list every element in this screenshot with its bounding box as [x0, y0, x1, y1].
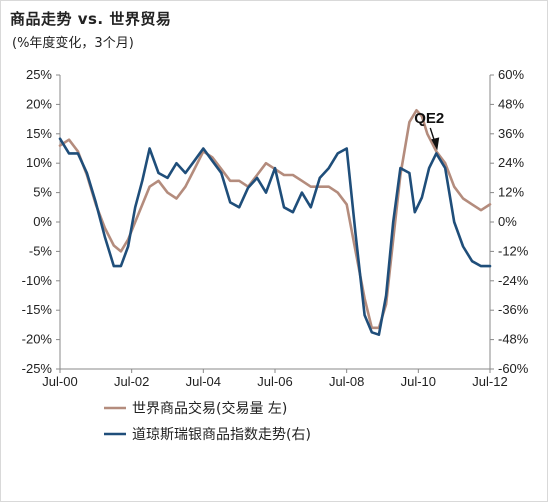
left-tick-label: 0%	[33, 214, 52, 229]
left-tick-label: -20%	[22, 332, 53, 347]
x-tick-label: Jul-10	[401, 374, 436, 389]
series-line-world-trade	[58, 109, 492, 330]
left-tick-label: -15%	[22, 302, 53, 317]
left-tick-label: -25%	[22, 361, 53, 376]
right-tick-label: -60%	[498, 361, 529, 376]
legend-label-dj-ubs: 道琼斯瑞银商品指数走势(右)	[132, 427, 311, 443]
right-tick-label: -24%	[498, 273, 529, 288]
annotation-layer: QE2	[414, 110, 444, 151]
qe2-arrow-head	[431, 137, 440, 151]
right-tick-label: -36%	[498, 302, 529, 317]
left-tick-label: -10%	[22, 273, 53, 288]
left-tick-label: 15%	[26, 126, 52, 141]
right-tick-label: 24%	[498, 155, 524, 170]
left-tick-label: 10%	[26, 155, 52, 170]
left-tick-label: -5%	[29, 243, 53, 258]
x-tick-label: Jul-08	[329, 374, 364, 389]
x-tick-label: Jul-00	[42, 374, 77, 389]
qe2-annotation-label: QE2	[414, 110, 444, 127]
left-tick-label: 25%	[26, 67, 52, 82]
right-tick-label: 48%	[498, 96, 524, 111]
x-tick-label: Jul-06	[257, 374, 292, 389]
chart-title: 商品走势 vs. 世界贸易	[10, 10, 172, 28]
right-tick-label: -48%	[498, 332, 529, 347]
left-tick-label: 5%	[33, 185, 52, 200]
series-layer	[58, 109, 492, 336]
right-tick-label: 0%	[498, 214, 517, 229]
x-tick-label: Jul-04	[186, 374, 221, 389]
right-tick-label: 60%	[498, 67, 524, 82]
left-tick-label: 20%	[26, 96, 52, 111]
right-tick-label: 36%	[498, 126, 524, 141]
chart-subtitle: (%年度变化，3个月)	[12, 36, 134, 51]
right-tick-label: -12%	[498, 243, 529, 258]
legend-label-world-trade: 世界商品交易(交易量 左)	[132, 400, 287, 417]
x-tick-label: Jul-12	[472, 374, 507, 389]
series-line-dj-ubs	[58, 137, 492, 336]
x-tick-label: Jul-02	[114, 374, 149, 389]
axes: -25% -20% -15% -10% -5% 0% 5% 10% 15% 20% 25% -60% -…	[22, 67, 529, 389]
right-tick-label: 12%	[498, 185, 524, 200]
legend: 世界商品交易(交易量 左) 道琼斯瑞银商品指数走势(右)	[104, 400, 311, 443]
